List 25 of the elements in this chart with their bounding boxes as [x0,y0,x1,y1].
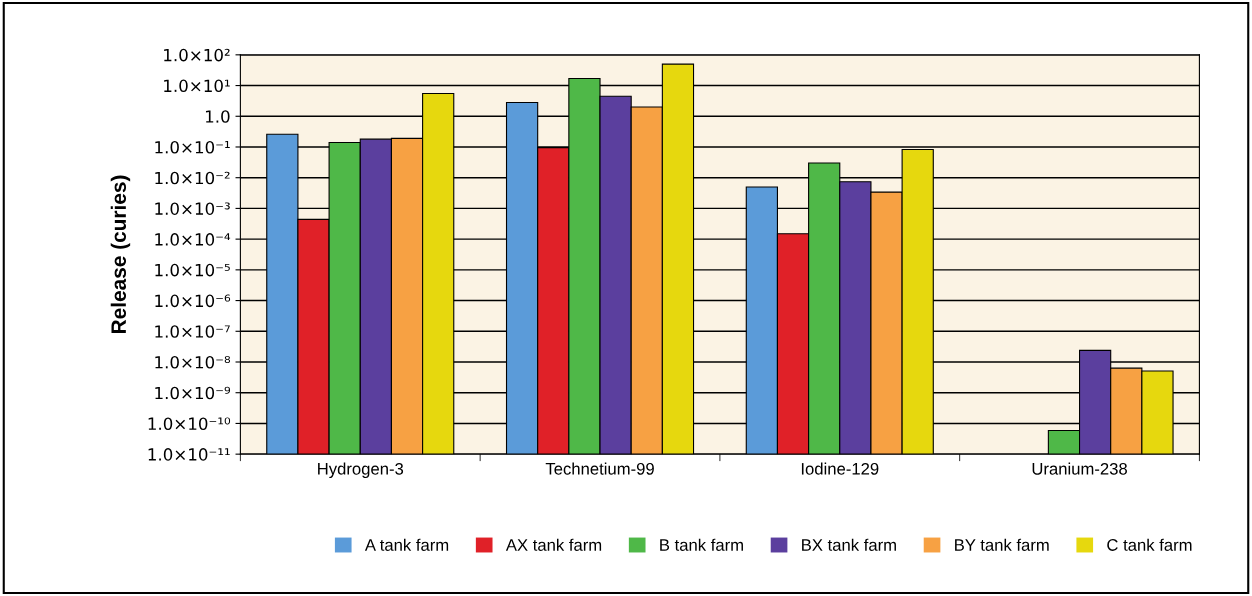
y-tick-label: 1.0×10⁻⁴ [155,233,231,246]
legend-label: C tank farm [1107,538,1192,551]
y-tick-label: 1.0×10⁻⁹ [155,386,231,400]
legend-label: B tank farm [660,538,743,551]
y-tick-label: 1.0×10⁻³ [155,202,230,215]
legend-label: BY tank farm [955,538,1049,551]
y-axis-title: Release (curies) [110,175,131,333]
y-tick-label: 1.0×10⁻¹ [155,140,230,154]
y-tick-label: 1.0 [205,110,230,123]
x-tick-label: Hydrogen-3 [318,462,404,479]
y-tick-label: 1.0×10⁻⁵ [155,263,230,277]
y-tick-label: 1.0×10⁻⁶ [155,294,231,308]
y-tick-label: 1.0×10¹ [164,79,230,93]
x-tick-label: Iodine-129 [801,462,879,475]
y-tick-label: 1.0×10⁻¹⁰ [148,417,231,430]
x-tick-label: Uranium-238 [1032,462,1127,475]
legend-label: BX tank farm [802,538,896,551]
legend-label: AX tank farm [505,538,602,551]
y-tick-label: 1.0×10⁻⁸ [155,355,231,369]
y-tick-label: 1.0×10⁻¹¹ [148,448,230,461]
y-tick-label: 1.0×10⁻⁷ [155,325,230,338]
y-tick-label: 1.0×10⁻² [155,171,230,185]
x-tick-label: Technetium-99 [545,462,654,475]
legend-label: A tank farm [364,538,449,551]
y-tick-label: 1.0×10² [164,48,230,62]
